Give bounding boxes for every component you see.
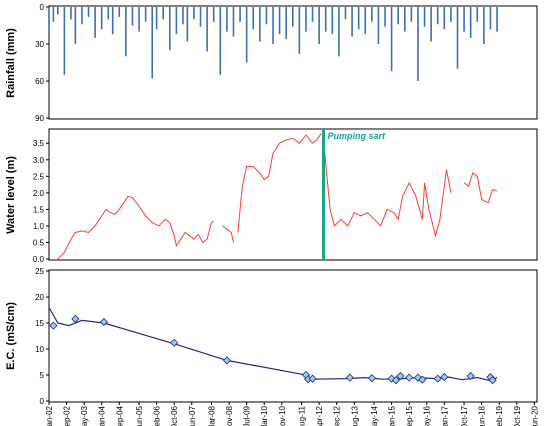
x-tick-label: May-03 [80, 405, 89, 426]
ec-ytick-label: 15 [35, 319, 44, 328]
rainfall-y-label: Rainfall (mm) [5, 28, 17, 98]
waterlevel-line [222, 225, 234, 243]
x-tick-label: Oct-19 [513, 405, 522, 426]
x-tick-label: Jan-17 [440, 405, 449, 426]
x-tick-label: Jan-15 [388, 405, 397, 426]
waterlevel-line [57, 195, 214, 260]
ec-ytick-label: 0 [40, 397, 45, 406]
rainfall-ytick-label: 60 [35, 77, 44, 86]
x-tick-label: Aug-13 [350, 405, 359, 426]
rainfall-ytick-label: 30 [35, 40, 44, 49]
ec-point [222, 356, 231, 365]
waterlevel-y-ticks: 0.0 0.5 1.0 1.5 2.0 2.5 3.0 3.5 [33, 139, 49, 264]
waterlevel-panel-frame [48, 128, 538, 261]
waterlevel-line [323, 139, 452, 238]
ec-point [308, 374, 317, 383]
x-tick-label: Feb-06 [153, 405, 162, 426]
ec-point [170, 338, 179, 347]
waterlevel-ytick-label: 2.0 [33, 189, 45, 198]
rainfall-ytick-label: 90 [35, 114, 44, 123]
waterlevel-line [237, 133, 322, 233]
x-tick-label: Jul-09 [243, 405, 252, 426]
x-tick-label: Oct-06 [170, 405, 179, 426]
x-tick-label: Mar-08 [208, 405, 217, 426]
ec-series [48, 307, 498, 385]
x-axis-ticks: Jan-02 Sep-02 May-03 Jan-04 Sep-04 Jun-05 Feb-… [45, 402, 539, 426]
ec-point [466, 371, 475, 381]
waterlevel-ytick-label: 0.0 [33, 255, 45, 264]
rainfall-y-ticks: 0 30 60 90 [35, 3, 49, 123]
x-tick-label: Jan-02 [45, 405, 54, 426]
x-tick-label: Sep-04 [115, 405, 124, 426]
x-tick-label: Sep-15 [405, 405, 414, 426]
ec-ytick-label: 10 [35, 345, 44, 354]
waterlevel-ytick-label: 2.5 [33, 172, 45, 181]
x-tick-label: Sep-02 [63, 405, 72, 426]
x-tick-label: Aug-11 [298, 405, 307, 426]
ec-point [391, 376, 401, 385]
pumping-start-marker: Pumping sart [322, 130, 387, 259]
x-tick-label: Dec-12 [333, 405, 342, 426]
ec-point [440, 373, 449, 382]
ec-point [488, 376, 497, 385]
x-tick-label: Jun-05 [135, 405, 144, 426]
waterlevel-ytick-label: 0.5 [33, 238, 45, 247]
rainfall-ytick-label: 0 [40, 3, 45, 12]
x-tick-label: Nov-10 [278, 405, 287, 426]
rainfall-bars [48, 7, 498, 81]
ec-point [345, 373, 354, 382]
ec-point [418, 375, 427, 384]
x-tick-label: Apr-12 [315, 405, 324, 426]
x-tick-label: Oct-17 [460, 405, 469, 426]
ec-point [433, 374, 442, 383]
x-tick-label: Feb-19 [495, 405, 504, 426]
waterlevel-ytick-label: 3.5 [33, 139, 45, 148]
x-tick-label: May-14 [370, 405, 379, 426]
waterlevel-y-label: Water level (m) [5, 156, 17, 234]
ec-y-ticks: 0 5 10 15 20 25 [35, 267, 49, 406]
ec-point [367, 374, 376, 383]
x-tick-label: Jun-20 [530, 405, 539, 426]
waterlevel-ytick-label: 3.0 [33, 156, 45, 165]
pumping-start-label: Pumping sart [328, 131, 387, 141]
x-tick-label: Mar-10 [260, 405, 269, 426]
waterlevel-ytick-label: 1.0 [33, 222, 45, 231]
ec-ytick-label: 25 [35, 267, 44, 276]
waterlevel-line [463, 172, 498, 204]
ec-point [396, 371, 405, 381]
waterlevel-ytick-label: 1.5 [33, 205, 45, 214]
ec-ytick-label: 20 [35, 293, 44, 302]
x-tick-label: Jun-18 [478, 405, 487, 426]
waterlevel-series [57, 133, 498, 260]
x-tick-label: Jun-07 [188, 405, 197, 426]
ec-ytick-label: 5 [40, 371, 45, 380]
x-tick-label: May-16 [423, 405, 432, 426]
ec-point [71, 314, 80, 323]
ec-point [49, 321, 58, 330]
ec-point [99, 317, 108, 327]
x-tick-label: Nov-08 [225, 405, 234, 426]
ec-y-label: E.C. (mS/cm) [5, 302, 17, 370]
x-tick-label: Jan-04 [98, 405, 107, 426]
ec-panel-frame [48, 269, 538, 403]
ec-point [405, 373, 414, 382]
